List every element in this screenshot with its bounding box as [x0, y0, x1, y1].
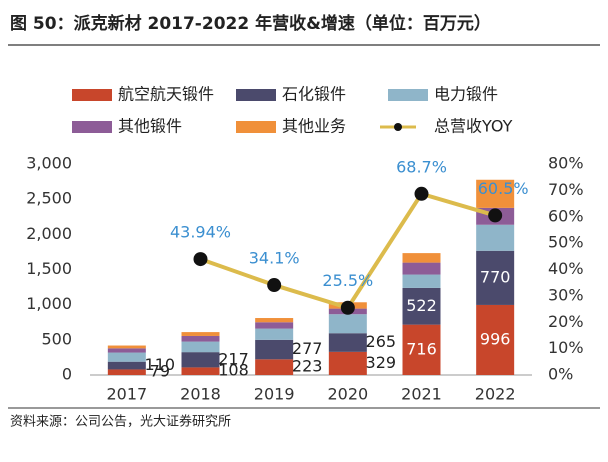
bar-value-label: 223	[292, 357, 323, 376]
bar-value-label: 716	[406, 339, 437, 358]
x-tick-label: 2020	[327, 385, 368, 404]
bar-value-label: 770	[480, 267, 511, 286]
bar-segment	[107, 345, 146, 349]
legend-label: 航空航天锻件	[118, 85, 214, 104]
source-note: 资料来源：公司公告，光大证券研究所	[10, 414, 231, 430]
bar-segment	[107, 361, 146, 370]
y-tick-label: 1,000	[26, 294, 72, 313]
bar-segment	[181, 367, 220, 375]
legend-swatch	[72, 89, 112, 101]
bar-segment	[476, 304, 515, 375]
yoy-value-label: 34.1%	[249, 249, 300, 268]
y-tick-label: 2,500	[26, 189, 72, 208]
bar-segment	[255, 318, 294, 323]
legend-marker	[394, 123, 402, 131]
y2-tick-label: 50%	[548, 233, 584, 252]
bar-segment	[107, 369, 146, 375]
yoy-marker	[488, 208, 503, 223]
yoy-marker	[267, 278, 282, 293]
bar-value-label: 996	[480, 329, 511, 348]
x-tick-label: 2018	[180, 385, 221, 404]
legend-label: 总营收YOY	[434, 117, 513, 136]
yoy-line	[199, 191, 496, 311]
x-tick-label: 2017	[106, 385, 147, 404]
y-tick-label: 500	[41, 329, 72, 348]
bar-segment	[476, 250, 515, 305]
y2-tick-label: 80%	[548, 154, 584, 173]
y-tick-label: 3,000	[26, 154, 72, 173]
y2-tick-label: 70%	[548, 180, 584, 199]
bar-value-label: 522	[406, 296, 437, 315]
y-tick-label: 0	[62, 365, 72, 384]
y2-tick-label: 10%	[548, 338, 584, 357]
legend-swatch	[72, 121, 112, 133]
bar-segment	[402, 324, 441, 375]
x-tick-label: 2019	[254, 385, 295, 404]
legend-swatch	[236, 121, 276, 133]
bar-value-label: 277	[292, 339, 323, 358]
yoy-value-label: 60.5%	[478, 179, 529, 198]
bar-value-label: 108	[218, 361, 249, 380]
yoy-value-label: 68.7%	[396, 157, 447, 176]
yoy-marker	[414, 186, 429, 201]
bar-value-label: 329	[366, 353, 397, 372]
yoy-marker	[193, 252, 208, 267]
bar-segment	[107, 348, 146, 353]
yoy-value-label: 43.94%	[170, 223, 231, 242]
x-tick-label: 2021	[401, 385, 442, 404]
legend-label: 其他业务	[282, 117, 346, 136]
bar-segment	[328, 314, 367, 334]
x-tick-label: 2022	[475, 385, 516, 404]
bar-value-label: 217	[218, 349, 249, 368]
y2-tick-label: 30%	[548, 285, 584, 304]
yoy-marker	[340, 300, 355, 315]
bar-segment	[181, 352, 220, 368]
yoy-value-label: 25.5%	[322, 271, 373, 290]
bar-segment	[181, 335, 220, 342]
bar-segment	[181, 341, 220, 353]
bar-value-label: 110	[145, 355, 176, 374]
bar-segment	[328, 351, 367, 375]
y-tick-label: 2,000	[26, 224, 72, 243]
bar-segment	[107, 352, 146, 362]
bar-segment	[255, 322, 294, 329]
y2-tick-label: 0%	[548, 365, 573, 384]
y2-tick-label: 60%	[548, 206, 584, 225]
bar-segment	[402, 287, 441, 325]
bar-segment	[328, 333, 367, 352]
legend-label: 电力锻件	[434, 85, 498, 104]
bar-segment	[476, 179, 515, 208]
bar-value-label: 79	[150, 362, 170, 381]
bar-segment	[402, 262, 441, 275]
bar-segment	[181, 332, 220, 336]
bar-segment	[402, 274, 441, 288]
legend-swatch	[236, 89, 276, 101]
y2-tick-label: 40%	[548, 259, 584, 278]
legend-label: 其他锻件	[118, 117, 182, 136]
legend-swatch	[388, 89, 428, 101]
bar-segment	[255, 359, 294, 375]
chart-title: 图 50：派克新材 2017-2022 年营收&增速（单位：百万元）	[10, 13, 491, 34]
bar-segment	[476, 224, 515, 251]
bar-value-label: 265	[366, 332, 397, 351]
y2-tick-label: 20%	[548, 312, 584, 331]
y-tick-label: 1,500	[26, 259, 72, 278]
bar-segment	[255, 339, 294, 360]
bar-segment	[255, 328, 294, 340]
bar-segment	[402, 253, 441, 263]
legend-label: 石化锻件	[282, 85, 346, 104]
